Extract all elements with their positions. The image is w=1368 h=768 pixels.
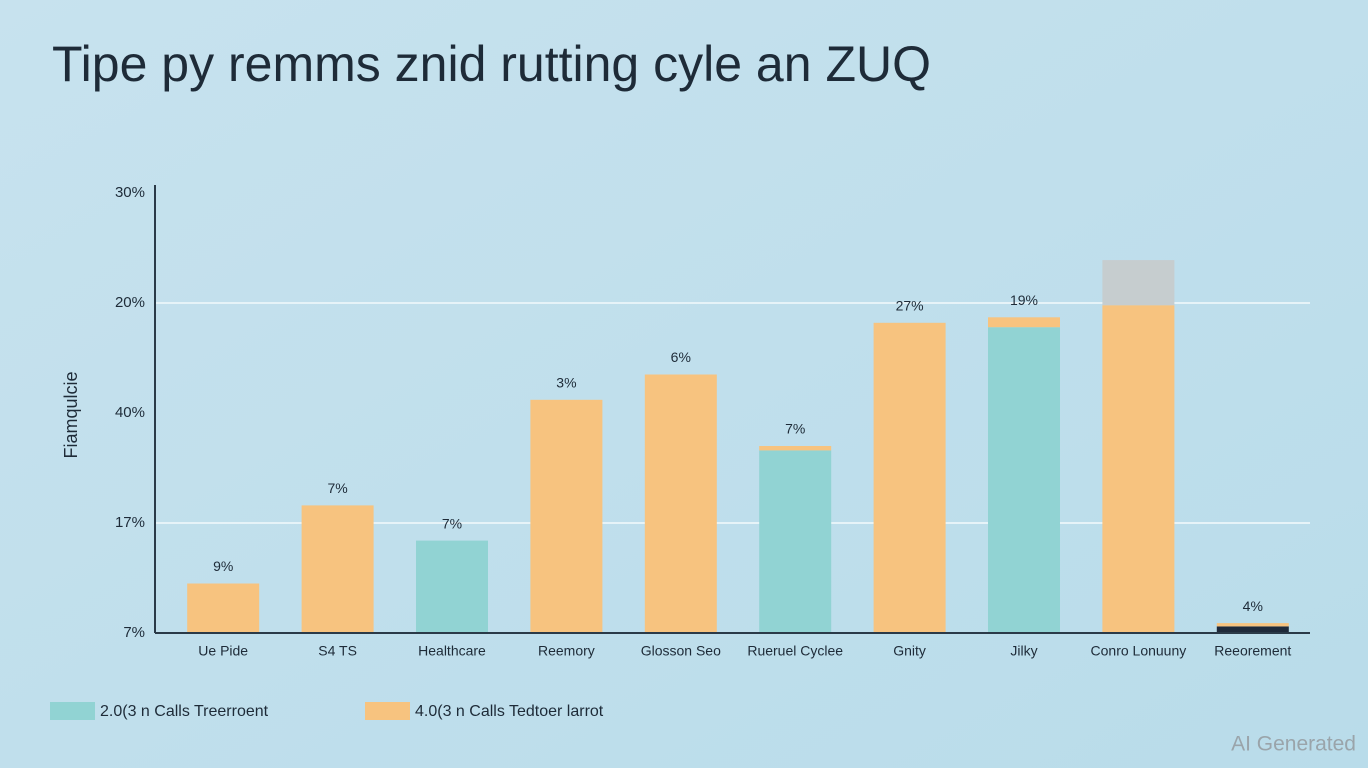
bar-segment: [1102, 260, 1175, 306]
legend-swatch: [365, 702, 410, 720]
bar-segment: [1216, 623, 1289, 627]
data-label: 7%: [785, 421, 805, 437]
data-label: 27%: [896, 298, 924, 314]
bar-segment: [530, 399, 603, 633]
bar-segment: [1216, 626, 1289, 633]
y-tick-label: 7%: [123, 624, 145, 641]
data-label: 7%: [327, 480, 347, 496]
bar-segment: [759, 446, 832, 451]
bar-segment: [187, 583, 260, 633]
y-axis-label: Fiamqulcie: [61, 371, 81, 458]
legend-label: 2.0(3 n Calls Treerroent: [100, 703, 269, 720]
bar-segment: [416, 540, 488, 633]
x-tick-label: Healthcare: [418, 643, 486, 659]
y-tick-label: 20%: [115, 294, 145, 311]
data-label: 19%: [1010, 292, 1038, 308]
data-label: 4%: [1243, 598, 1263, 614]
bar-segment: [988, 317, 1060, 328]
x-tick-label: Ue Pide: [198, 643, 248, 659]
x-tick-label: Rueruel Cyclee: [747, 643, 843, 659]
bar-segment: [873, 322, 946, 633]
watermark: AI Generated: [1231, 733, 1356, 756]
bar-segment: [759, 450, 832, 633]
bar-segment: [301, 505, 374, 633]
data-label: 9%: [213, 558, 233, 574]
bar-segment: [644, 374, 717, 633]
y-tick-label: 40%: [115, 404, 145, 421]
x-tick-label: Glosson Seo: [641, 643, 721, 659]
x-tick-label: S4 TS: [318, 643, 357, 659]
data-label: 3%: [556, 375, 576, 391]
x-tick-label: Gnity: [893, 643, 926, 659]
y-tick-label: 17%: [115, 514, 145, 531]
x-tick-label: Reeorement: [1214, 643, 1291, 659]
chart-title: Tipe py remms znid rutting cyle an ZUQ: [52, 36, 931, 92]
x-tick-label: Reemory: [538, 643, 595, 659]
bar-segment: [988, 327, 1060, 633]
x-tick-label: Conro Lonuuny: [1091, 643, 1187, 659]
bar-segment: [1102, 305, 1175, 633]
data-label: 7%: [442, 515, 462, 531]
x-tick-label: Jilky: [1010, 643, 1037, 659]
legend-label: 4.0(3 n Calls Tedtoer larrot: [415, 703, 604, 720]
data-label: 6%: [671, 349, 691, 365]
y-tick-label: 30%: [115, 184, 145, 201]
legend-swatch: [50, 702, 95, 720]
